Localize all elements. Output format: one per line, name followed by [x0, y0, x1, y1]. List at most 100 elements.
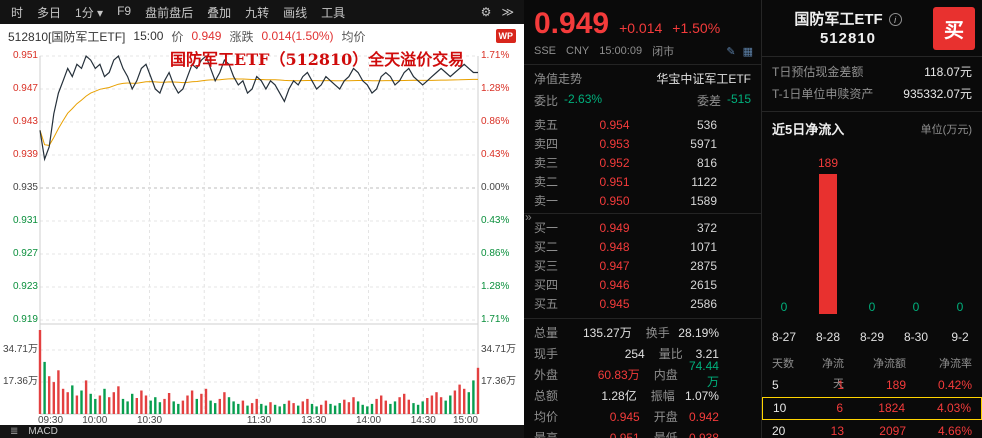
- inflow-zero: 0: [956, 300, 964, 314]
- toolbar-item-2[interactable]: 多日: [37, 5, 62, 20]
- symbol-info-bar: 512810[国防军工ETF] 15:00 价 0.949 涨跌 0.014(1…: [0, 24, 524, 48]
- level-price[interactable]: 0.945: [599, 296, 630, 311]
- flow-cell: 1: [837, 378, 844, 392]
- commission-ratio-row: 委比 -2.63% 委差 -515: [524, 91, 761, 113]
- indicator-tab-bar: ≣ MACD: [0, 425, 524, 438]
- level-volume: 372: [696, 220, 717, 235]
- level-label: 卖三: [534, 156, 559, 170]
- tab-macd[interactable]: MACD: [28, 426, 58, 437]
- inflow-date: 8-27: [771, 330, 797, 344]
- flow-table-row[interactable]: 10 6 1824 4.03%: [762, 397, 982, 420]
- section-divider: [762, 111, 982, 112]
- level-price[interactable]: 0.953: [599, 136, 630, 151]
- more-chevron-icon[interactable]: ≫: [501, 5, 514, 19]
- quote-header: 0.949 +0.014 +1.50% SSE CNY 15:00:09 闭市 …: [524, 0, 761, 59]
- stat-label: 最低: [653, 431, 678, 438]
- inflow-title: 近5日净流入: [772, 122, 845, 137]
- flow-table-row[interactable]: 20 13 2097 4.66%: [762, 420, 982, 438]
- inflow-unit: 单位(万元): [920, 123, 972, 136]
- flow-col-header: 天数: [772, 358, 794, 370]
- chart-panel: 时多日 1分 ▾ F9 盘前盘后 叠加 九转 画线 工具 ⚙ ≫ 512810[国防军工ETF…: [0, 0, 524, 438]
- fund-info-value: 118.07元: [924, 65, 972, 79]
- stat-value: 0.945: [609, 409, 640, 424]
- etf-name: 国防军工ETF: [794, 11, 883, 28]
- flow-cell: 4.03%: [936, 401, 971, 415]
- flow-cell: 4.66%: [937, 424, 972, 438]
- flow-cell: 20: [772, 424, 786, 438]
- level-label: 买五: [534, 297, 559, 311]
- level-price[interactable]: 0.948: [599, 239, 630, 254]
- inflow-date: 8-28: [815, 330, 841, 344]
- list-icon[interactable]: ≣: [10, 426, 19, 437]
- inflow-date: 9-2: [951, 330, 969, 344]
- flow-cell: 2097: [879, 424, 906, 438]
- level-price[interactable]: 0.952: [599, 155, 630, 170]
- flow-cell: 5: [772, 378, 779, 392]
- chart-canvas: [38, 54, 480, 415]
- level-price[interactable]: 0.954: [599, 117, 630, 132]
- grid-icon[interactable]: ▦: [742, 45, 753, 58]
- fund-info-rows: T日预估现金差额 118.07元 T-1日单位申赎资产 935332.07元: [762, 57, 982, 109]
- toolbar-item-1[interactable]: 时: [11, 5, 24, 20]
- flow-cell: 13: [830, 424, 844, 438]
- wp-badge-icon[interactable]: WP: [495, 29, 516, 43]
- stat-label: 最高: [534, 431, 559, 438]
- change-label: 涨跌: [229, 29, 254, 44]
- toolbar-item-4[interactable]: F9: [117, 3, 132, 18]
- nav-row[interactable]: 净值走势 华宝中证军工ETF: [524, 64, 761, 91]
- ask-levels: 卖五 0.954 536 卖四 0.953 5971 卖三 0.952 816 卖二 0.951 11…: [524, 113, 761, 210]
- level-price[interactable]: 0.950: [599, 193, 630, 208]
- gear-icon[interactable]: ⚙: [480, 5, 492, 19]
- stat-label: 振幅: [650, 389, 675, 403]
- toolbar-item-3[interactable]: 1分 ▾: [75, 5, 104, 20]
- stat-value: 135.27万: [583, 326, 632, 340]
- flow-table-row[interactable]: 5 1 189 0.42%: [762, 374, 982, 397]
- flow-col-header: 净流率: [939, 358, 972, 370]
- toolbar-item-9[interactable]: 工具: [321, 5, 346, 20]
- level-volume: 5971: [690, 136, 717, 151]
- buy-button[interactable]: 买: [933, 7, 975, 50]
- level-price[interactable]: 0.951: [599, 174, 630, 189]
- stat-label: 外盘: [534, 368, 559, 382]
- level-volume: 2586: [690, 296, 717, 311]
- symbol-text[interactable]: 512810[国防军工ETF]: [8, 29, 126, 44]
- quote-timestamp: 15:00:09: [599, 45, 643, 57]
- toolbar-item-7[interactable]: 九转: [245, 5, 270, 20]
- weicha-value: -515: [726, 92, 751, 106]
- stat-label: 换手: [645, 326, 670, 340]
- market-status: 闭市: [652, 46, 675, 58]
- level-price[interactable]: 0.947: [599, 258, 630, 273]
- edit-icon[interactable]: ✎: [726, 45, 736, 58]
- inflow-date: 8-29: [859, 330, 885, 344]
- order-book-row: 买三 0.947 2875: [534, 256, 747, 275]
- fund-header: 国防军工ETF i 512810 买: [762, 0, 982, 57]
- level-label: 卖一: [534, 194, 559, 208]
- toolbar-item-8[interactable]: 画线: [283, 5, 308, 20]
- stat-value: 1.28亿: [601, 389, 637, 403]
- quote-time: 15:00: [133, 29, 164, 43]
- nav-value: 华宝中证军工ETF: [656, 72, 751, 86]
- order-book-row: 卖三 0.952 816: [534, 153, 747, 172]
- stat-row: 总量 135.27万 换手 28.19%: [534, 322, 747, 343]
- fund-info-value: 935332.07元: [903, 87, 972, 101]
- level-volume: 816: [696, 155, 717, 170]
- etf-code: 512810: [819, 30, 877, 47]
- toolbar-item-6[interactable]: 叠加: [207, 5, 232, 20]
- level-label: 买一: [534, 221, 559, 235]
- level-volume: 1589: [690, 193, 717, 208]
- stat-label: 量比: [658, 347, 683, 361]
- level-price[interactable]: 0.949: [599, 220, 630, 235]
- currency-label: CNY: [566, 45, 590, 57]
- collapse-panel-icon[interactable]: »: [525, 210, 532, 224]
- inflow-section-header: 近5日净流入 单位(万元): [762, 112, 982, 140]
- level-price[interactable]: 0.946: [599, 277, 630, 292]
- fund-info-label: T-1日单位申赎资产: [772, 87, 874, 101]
- stat-value: 0.951: [609, 430, 640, 438]
- info-icon[interactable]: i: [888, 13, 902, 26]
- toolbar-item-5[interactable]: 盘前盘后: [145, 5, 194, 20]
- flow-cell: 189: [885, 378, 906, 392]
- stat-label: 内盘: [653, 368, 678, 382]
- level-volume: 1122: [691, 174, 717, 189]
- order-book-row: 买一 0.949 372: [534, 218, 747, 237]
- intraday-chart[interactable]: 0.951 0.947 0.943 0.939 0.935 0.931 0.927 0.923…: [0, 48, 524, 438]
